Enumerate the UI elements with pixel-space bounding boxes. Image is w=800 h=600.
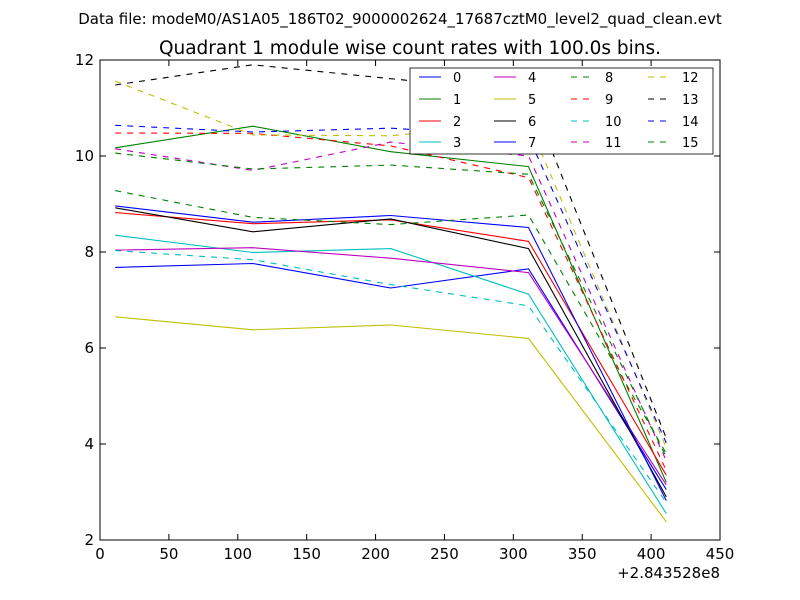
legend-label-1: 1 <box>453 93 461 108</box>
data-file-caption: Data file: modeM0/AS1A05_186T02_90000026… <box>78 10 722 29</box>
chart-title: Quadrant 1 module wise count rates with … <box>159 38 661 59</box>
x-tick-label: 200 <box>361 545 390 563</box>
legend-label-12: 12 <box>682 71 699 86</box>
series-line-9 <box>115 132 667 471</box>
series-line-6 <box>115 207 667 498</box>
x-axis-offset-label: +2.843528e8 <box>617 564 720 582</box>
series-line-1 <box>115 125 667 483</box>
legend-label-3: 3 <box>453 136 461 151</box>
x-tick-label: 0 <box>95 545 105 563</box>
series-line-11 <box>115 141 667 462</box>
y-tick-label: 2 <box>84 531 94 549</box>
legend-label-4: 4 <box>528 71 536 86</box>
legend-box <box>409 67 714 155</box>
y-tick-label: 12 <box>75 51 94 69</box>
x-tick-label: 400 <box>637 545 666 563</box>
legend-label-15: 15 <box>682 136 699 151</box>
x-tick-label: 50 <box>159 545 178 563</box>
y-tick-label: 10 <box>75 147 94 165</box>
series-line-7 <box>115 205 667 501</box>
series-line-12 <box>114 80 667 449</box>
legend-label-9: 9 <box>605 93 613 108</box>
series-line-0 <box>115 262 667 490</box>
x-tick-label: 300 <box>499 545 528 563</box>
series-line-10 <box>115 250 667 503</box>
legend-label-11: 11 <box>605 136 622 151</box>
series-line-8 <box>115 190 667 454</box>
legend-label-7: 7 <box>528 136 536 151</box>
y-tick-label: 6 <box>84 339 94 357</box>
x-tick-label: 450 <box>706 545 735 563</box>
series-line-15 <box>115 152 667 458</box>
x-tick-label: 250 <box>430 545 459 563</box>
series-layer <box>114 64 667 523</box>
plot-frame <box>99 59 721 541</box>
x-tick-label: 150 <box>292 545 321 563</box>
x-tick-label: 100 <box>223 545 252 563</box>
series-line-5 <box>115 316 667 523</box>
legend-label-14: 14 <box>682 115 699 130</box>
legend-label-6: 6 <box>528 115 536 130</box>
legend-label-5: 5 <box>528 93 536 108</box>
legend-label-8: 8 <box>605 71 613 86</box>
series-line-13 <box>115 64 667 439</box>
legend-label-2: 2 <box>453 115 461 130</box>
legend-label-10: 10 <box>605 115 622 130</box>
legend-label-13: 13 <box>682 93 699 108</box>
y-tick-label: 8 <box>84 243 94 261</box>
series-line-3 <box>115 234 667 514</box>
y-tick-label: 4 <box>84 435 94 453</box>
x-tick-label: 350 <box>568 545 597 563</box>
legend-label-0: 0 <box>453 71 461 86</box>
series-line-4 <box>115 247 667 486</box>
